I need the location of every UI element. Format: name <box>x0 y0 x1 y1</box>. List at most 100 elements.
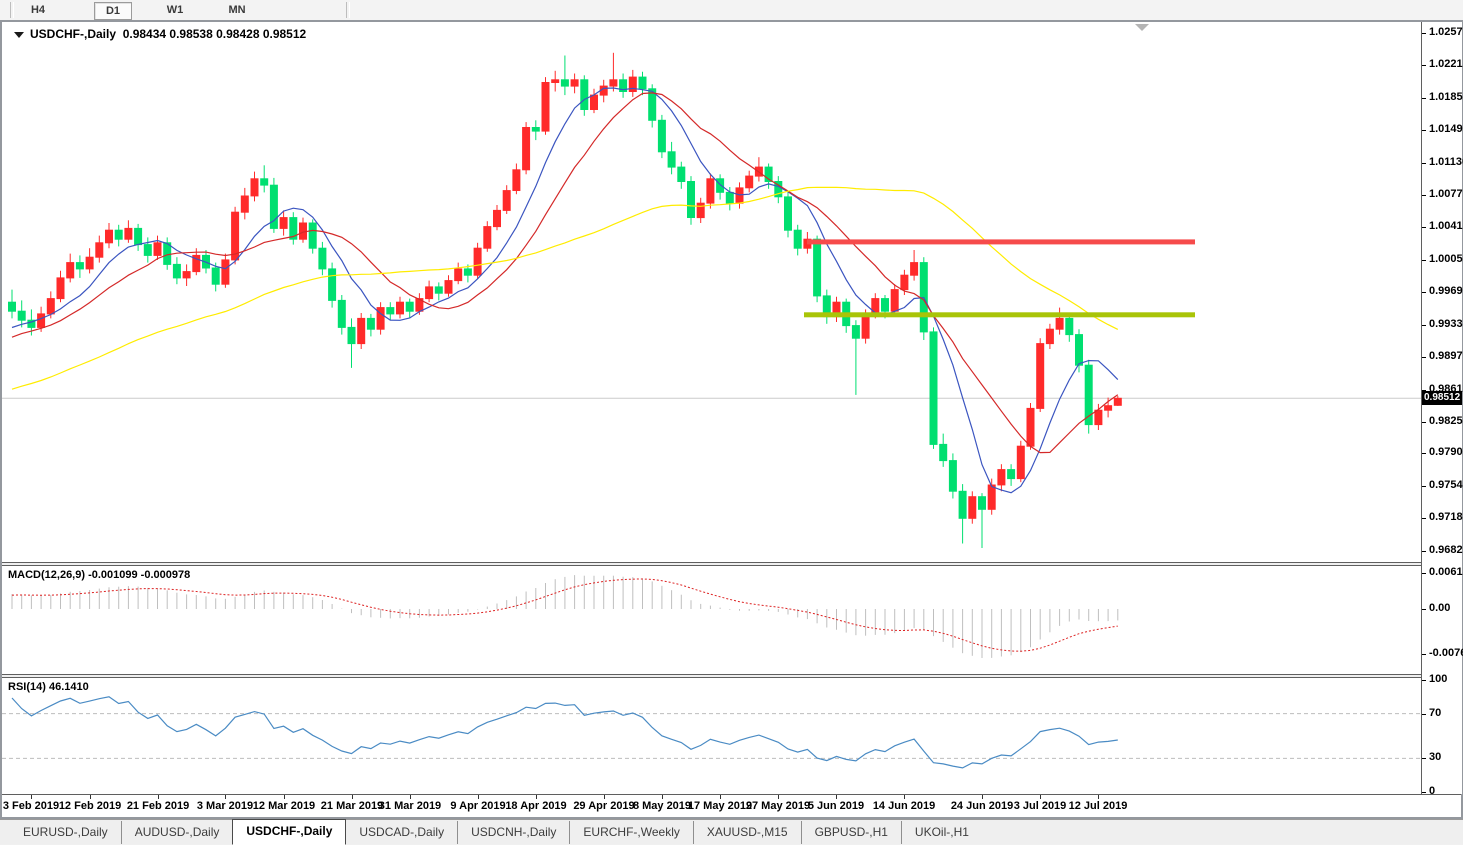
time-tick <box>778 795 779 799</box>
candle <box>813 238 822 297</box>
rsi-panel[interactable]: RSI(14) 46.1410 <box>2 678 1421 794</box>
candle <box>182 271 191 279</box>
time-tick <box>284 795 285 799</box>
axis-tick <box>1422 130 1426 131</box>
chart-window: USDCHF-,Daily 0.98434 0.98538 0.98428 0.… <box>0 20 1463 819</box>
ma-fast <box>11 87 1119 494</box>
candle <box>75 262 84 270</box>
time-label: 14 Jun 2019 <box>872 800 936 812</box>
axis-label: 0 <box>1429 785 1436 797</box>
tab-gbpusd-h1[interactable]: GBPUSD-,H1 <box>800 821 901 844</box>
macd-panel[interactable]: MACD(12,26,9) -0.001099 -0.000978 <box>2 566 1421 674</box>
axis-tick <box>1422 422 1426 423</box>
chart-title: USDCHF-,Daily 0.98434 0.98538 0.98428 0.… <box>14 27 306 41</box>
axis-tick <box>1422 486 1426 487</box>
candle <box>1084 364 1093 426</box>
panel-splitter[interactable] <box>2 562 1461 566</box>
tab-usdchf-daily[interactable]: USDCHF-,Daily <box>232 819 347 845</box>
tab-xauusd-m15[interactable]: XAUUSD-,M15 <box>692 821 801 844</box>
tab-eurchf-weekly[interactable]: EURCHF-,Weekly <box>569 821 692 844</box>
macd-histogram <box>11 575 1119 658</box>
time-tick <box>352 795 353 799</box>
time-label: 21 Feb 2019 <box>126 800 190 812</box>
candle <box>580 79 589 110</box>
main-chart-panel[interactable]: USDCHF-,Daily 0.98434 0.98538 0.98428 0.… <box>2 22 1421 562</box>
candle <box>881 298 889 312</box>
candle <box>687 181 695 218</box>
timeframe-button-w1[interactable]: W1 <box>166 4 184 16</box>
tab-audusd-daily[interactable]: AUDUSD-,Daily <box>120 821 233 844</box>
chart-shift-marker-icon <box>1135 24 1149 31</box>
candlestick-chart[interactable] <box>2 22 1421 562</box>
candle <box>192 254 201 273</box>
candle <box>221 259 230 285</box>
symbol-dropdown-icon[interactable] <box>14 32 24 38</box>
timeframe-button-mn[interactable]: MN <box>228 4 246 16</box>
candle <box>493 209 501 228</box>
axis-tick <box>1422 792 1426 793</box>
axis-label: 1.01130 <box>1429 156 1463 168</box>
axis-tick <box>1422 714 1426 715</box>
timeframe-toolbar: H4 D1 W1 MN <box>0 0 1463 21</box>
timeframe-button-d1[interactable]: D1 <box>94 2 132 20</box>
axis-label: 100 <box>1429 673 1448 685</box>
axis-label: 30 <box>1429 751 1442 763</box>
candle <box>85 256 94 270</box>
candle <box>299 222 307 240</box>
candle <box>948 460 957 492</box>
candle <box>483 226 492 249</box>
candle <box>910 262 919 276</box>
candle <box>143 244 152 256</box>
axis-label: -0.007612 <box>1429 647 1463 659</box>
time-tick <box>90 795 91 799</box>
axis-tick <box>1422 609 1426 610</box>
candle <box>124 227 133 240</box>
tab-usdcad-daily[interactable]: USDCAD-,Daily <box>359 825 445 839</box>
time-label: 3 Jul 2019 <box>1013 800 1067 812</box>
candle <box>522 127 531 171</box>
candle <box>861 313 870 339</box>
timeframe-button-h4[interactable]: H4 <box>30 4 46 16</box>
tab-ukoil-h1[interactable]: UKOil-,H1 <box>900 821 982 844</box>
candle <box>502 190 511 211</box>
candle <box>56 277 65 300</box>
tab-usdcnh-daily[interactable]: USDCNH-,Daily <box>457 821 569 844</box>
axis-label: 1.01850 <box>1429 91 1463 103</box>
chart-symbol: USDCHF-,Daily <box>30 27 117 41</box>
price-axis[interactable]: 0.98512 1.02570 1.02210 1.01850 1.01490 1.01… <box>1421 22 1463 797</box>
candle <box>968 496 977 519</box>
panel-splitter[interactable] <box>2 674 1461 678</box>
time-tick <box>662 795 663 799</box>
axis-tick <box>1422 573 1426 574</box>
candle <box>318 247 327 270</box>
candle <box>696 202 705 219</box>
time-tick <box>225 795 226 799</box>
candle <box>677 166 686 183</box>
rsi-chart[interactable] <box>2 678 1421 794</box>
candle <box>308 222 317 249</box>
axis-label: 1.00410 <box>1429 220 1463 232</box>
candle <box>8 301 16 312</box>
time-tick <box>720 795 721 799</box>
time-axis[interactable]: 3 Feb 2019 12 Feb 2019 21 Feb 2019 3 Mar 20… <box>2 794 1461 817</box>
candle <box>551 79 560 83</box>
candle <box>512 169 521 192</box>
axis-tick <box>1422 758 1426 759</box>
axis-tick <box>1422 33 1426 34</box>
time-tick <box>31 795 32 799</box>
candle <box>454 268 463 282</box>
time-label: 24 Jun 2019 <box>950 800 1014 812</box>
axis-tick <box>1422 551 1426 552</box>
candle <box>231 211 240 261</box>
macd-chart[interactable] <box>2 566 1421 674</box>
candle <box>590 94 598 110</box>
toolbar-separator <box>346 2 350 18</box>
tab-eurusd-daily[interactable]: EURUSD-,Daily <box>23 825 108 839</box>
candle <box>279 217 288 229</box>
candle <box>328 268 337 301</box>
chart-ohlc-values: 0.98434 0.98538 0.98428 0.98512 <box>122 27 307 41</box>
time-tick <box>478 795 479 799</box>
